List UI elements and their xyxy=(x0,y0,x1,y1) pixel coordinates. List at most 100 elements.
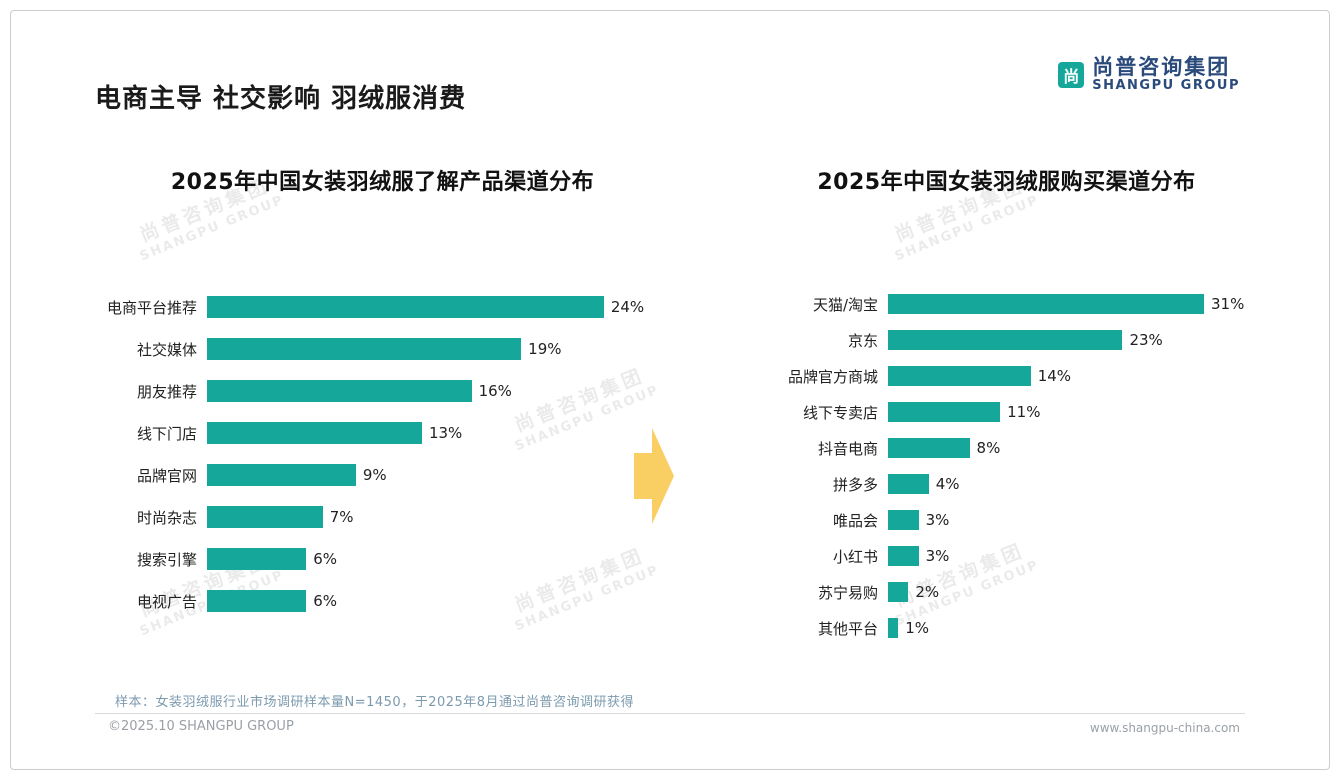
value-label: 7% xyxy=(329,508,354,526)
category-label: 电商平台推荐 xyxy=(106,298,197,317)
value-label: 11% xyxy=(1007,403,1041,421)
value-label: 31% xyxy=(1211,295,1245,313)
value-label: 8% xyxy=(976,439,1001,457)
footer-website: www.shangpu-china.com xyxy=(1089,721,1240,735)
category-label: 其他平台 xyxy=(817,619,878,638)
footer-copyright: ©2025.10 SHANGPU GROUP xyxy=(108,719,294,734)
value-label: 23% xyxy=(1129,331,1163,349)
category-label: 小红书 xyxy=(832,547,878,566)
value-label: 14% xyxy=(1037,367,1072,385)
value-label: 9% xyxy=(362,466,387,484)
logo-name-en: SHANGPU GROUP xyxy=(1092,78,1240,94)
bar-row: 唯品会 3% xyxy=(758,502,1255,538)
bar xyxy=(888,402,1001,422)
bar xyxy=(207,296,604,318)
bar xyxy=(888,438,970,458)
category-label: 品牌官方商城 xyxy=(787,367,878,386)
chart-title: 2025年中国女装羽绒服了解产品渠道分布 xyxy=(170,170,595,195)
bar-track: 6% xyxy=(207,548,670,570)
bar-track: 8% xyxy=(888,438,1255,458)
bar-track: 31% xyxy=(888,294,1255,314)
category-label: 抖音电商 xyxy=(817,439,878,458)
category-label: 拼多多 xyxy=(832,475,878,494)
bar xyxy=(888,474,929,494)
bar xyxy=(888,510,919,530)
value-label: 13% xyxy=(428,424,463,442)
bar-row: 线下门店 13% xyxy=(95,412,670,454)
category-label: 京东 xyxy=(847,331,878,350)
value-label: 2% xyxy=(915,583,940,601)
bar-track: 23% xyxy=(888,330,1255,350)
bar xyxy=(207,422,422,444)
bar-track: 9% xyxy=(207,464,670,486)
bar xyxy=(888,582,909,602)
chart-rows: 天猫/淘宝 31% 京东 23% 品牌官方商城 14% 线下专卖店 11% 抖音电商 8% 拼多多 4… xyxy=(758,286,1255,646)
bar-track: 2% xyxy=(888,582,1255,602)
sample-note: 样本：女装羽绒服行业市场调研样本量N=1450，于2025年8月通过尚普咨询调研… xyxy=(115,695,635,710)
page-title: 电商主导 社交影响 羽绒服消费 xyxy=(95,84,467,114)
value-label: 24% xyxy=(610,298,645,316)
chart-title: 2025年中国女装羽绒服购买渠道分布 xyxy=(817,170,1196,195)
bar-track: 3% xyxy=(888,546,1255,566)
bar-track: 4% xyxy=(888,474,1255,494)
bar-row: 拼多多 4% xyxy=(758,466,1255,502)
logo-icon: 尚 xyxy=(1058,61,1085,88)
category-label: 品牌官网 xyxy=(136,466,197,485)
category-label: 电视广告 xyxy=(136,592,197,611)
bar-track: 19% xyxy=(207,338,670,360)
bar-track: 7% xyxy=(207,506,670,528)
bar xyxy=(207,464,356,486)
bar-row: 电视广告 6% xyxy=(95,580,670,622)
bar xyxy=(888,618,899,638)
purchase-channel-chart: 2025年中国女装羽绒服购买渠道分布 天猫/淘宝 31% 京东 23% 品牌官方商城 14… xyxy=(758,168,1255,646)
bar-row: 社交媒体 19% xyxy=(95,328,670,370)
awareness-channel-chart: 2025年中国女装羽绒服了解产品渠道分布 电商平台推荐 24% 社交媒体 19% 朋友推… xyxy=(95,168,670,622)
bar xyxy=(207,506,323,528)
value-label: 4% xyxy=(935,475,960,493)
value-label: 6% xyxy=(313,550,337,568)
bar-track: 6% xyxy=(207,590,670,612)
bar-track: 11% xyxy=(888,402,1255,422)
logo-text: 尚普咨询集团 SHANGPU GROUP xyxy=(1092,55,1240,94)
bar xyxy=(888,330,1123,350)
value-label: 19% xyxy=(528,340,562,358)
bar-row: 小红书 3% xyxy=(758,538,1255,574)
bar xyxy=(207,380,472,402)
bar-track: 14% xyxy=(888,366,1255,386)
bar xyxy=(207,338,522,360)
category-label: 时尚杂志 xyxy=(136,508,197,527)
chart-rows: 电商平台推荐 24% 社交媒体 19% 朋友推荐 16% 线下门店 13% 品牌官网 9% 时尚杂志… xyxy=(95,286,670,622)
bar xyxy=(207,590,307,612)
bar-row: 搜索引擎 6% xyxy=(95,538,670,580)
bar-track: 16% xyxy=(207,380,670,402)
category-label: 线下专卖店 xyxy=(802,403,878,422)
company-logo: 尚 尚普咨询集团 SHANGPU GROUP xyxy=(1058,55,1240,94)
bar xyxy=(888,294,1205,314)
bar-track: 24% xyxy=(207,296,670,318)
bar-row: 京东 23% xyxy=(758,322,1255,358)
bar-row: 抖音电商 8% xyxy=(758,430,1255,466)
value-label: 3% xyxy=(925,511,950,529)
bar-row: 朋友推荐 16% xyxy=(95,370,670,412)
category-label: 搜索引擎 xyxy=(136,550,197,569)
bar-track: 1% xyxy=(888,618,1255,638)
category-label: 天猫/淘宝 xyxy=(812,295,878,314)
category-label: 唯品会 xyxy=(832,511,878,530)
bar-row: 品牌官网 9% xyxy=(95,454,670,496)
bar-track: 13% xyxy=(207,422,670,444)
bar-row: 品牌官方商城 14% xyxy=(758,358,1255,394)
bar-row: 线下专卖店 11% xyxy=(758,394,1255,430)
bar xyxy=(888,366,1031,386)
bar xyxy=(207,548,307,570)
category-label: 苏宁易购 xyxy=(817,583,878,602)
value-label: 6% xyxy=(313,592,337,610)
value-label: 16% xyxy=(478,382,512,400)
bar-row: 苏宁易购 2% xyxy=(758,574,1255,610)
bar-track: 3% xyxy=(888,510,1255,530)
value-label: 3% xyxy=(925,547,950,565)
category-label: 朋友推荐 xyxy=(136,382,197,401)
category-label: 社交媒体 xyxy=(136,340,197,359)
bar-row: 时尚杂志 7% xyxy=(95,496,670,538)
value-label: 1% xyxy=(905,619,929,637)
